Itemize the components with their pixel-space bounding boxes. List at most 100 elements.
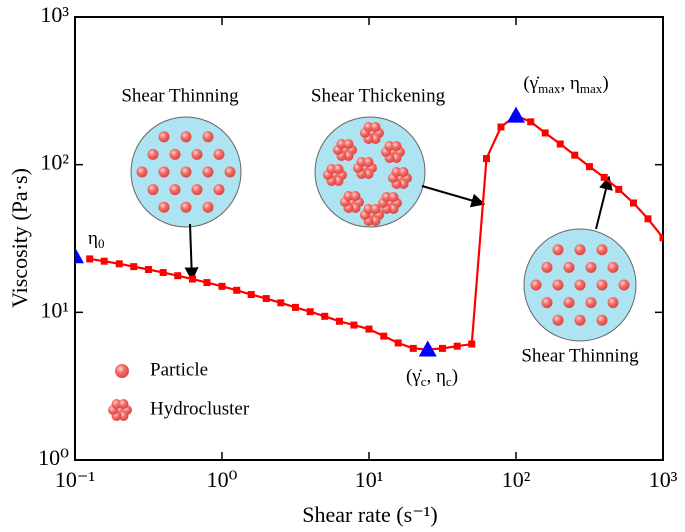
particle [363,204,374,215]
plot-area [75,106,663,357]
particle [596,244,608,256]
particle [552,314,564,326]
annotation-text: (γ̇ [523,73,540,94]
point [659,234,663,242]
particle [530,279,542,291]
particle [350,191,361,202]
particle [350,202,361,213]
y-tick-label: 10¹ [40,297,69,322]
point [291,303,299,311]
particle [398,178,409,189]
inset-title: Shear Thinning [121,85,239,106]
annotation-text: , η [560,73,579,94]
particle [388,192,399,203]
point [585,163,593,171]
key-point [75,247,84,264]
particle [202,166,214,178]
y-tick-label: 10² [40,150,69,175]
particle [384,141,395,152]
y-tick-label: 10⁰ [38,445,69,470]
point [483,155,491,163]
annotation-subscript: max [538,81,561,96]
point [380,332,388,340]
annotation-text: , η [426,366,445,387]
annotation-subscript: 0 [98,236,105,251]
arrow [595,175,613,230]
legend-label: Hydrocluster [150,398,250,419]
particle [118,399,129,410]
x-tick-label: 10⁻¹ [55,467,95,492]
particle [370,204,381,215]
particle [333,175,344,186]
point [189,275,197,283]
point [247,291,255,299]
key-point [418,340,437,357]
point [218,282,226,290]
x-tick-label: 10³ [649,467,678,492]
particle [158,131,170,143]
particle [136,166,148,178]
arrow [421,185,486,208]
point [600,173,608,181]
particle [169,184,181,196]
particle [363,168,374,179]
particle [596,314,608,326]
annotation-subscript: max [580,81,603,96]
point [409,344,417,352]
particle [552,279,564,291]
point [277,299,285,307]
particle [158,166,170,178]
point [394,339,402,347]
particle [333,164,344,175]
y-axis-label: Viscosity (Pa·s) [7,168,32,308]
particle [147,148,159,160]
point [571,151,579,159]
point [468,340,476,348]
particle [370,133,381,144]
particle [585,297,597,309]
legend-particle [115,364,129,378]
point [159,269,167,277]
point [350,321,358,329]
particle [180,131,192,143]
point [233,286,241,294]
particle [563,261,575,273]
particle [388,203,399,214]
particle [169,148,181,160]
x-axis-label: Shear rate (s⁻¹) [302,502,437,527]
annotation-text: (γ̇ [406,366,423,387]
particle [391,167,402,178]
particle [111,399,122,410]
particle [158,201,170,213]
point [453,342,461,350]
x-tick-label: 10² [502,467,531,492]
particle [363,157,374,168]
particle [213,184,225,196]
point [630,199,638,207]
particle [585,261,597,273]
arrow [184,223,199,282]
particle [541,261,553,273]
annotation-subscript: c [421,374,427,389]
annotation: (γ̇c, ηc) [406,366,458,389]
particle [607,297,619,309]
particle [336,139,347,150]
particle [356,157,367,168]
particle [574,244,586,256]
point [306,308,314,316]
x-tick-label: 10⁰ [207,467,238,492]
particle [191,148,203,160]
y-tick-label: 10³ [40,2,69,27]
point [174,272,182,280]
particle [381,192,392,203]
point [100,257,108,265]
annotation-text: ) [452,366,458,387]
insets [108,116,637,421]
particle [180,166,192,178]
particle [326,164,337,175]
particle [541,297,553,309]
point [365,325,373,333]
point [130,263,138,271]
